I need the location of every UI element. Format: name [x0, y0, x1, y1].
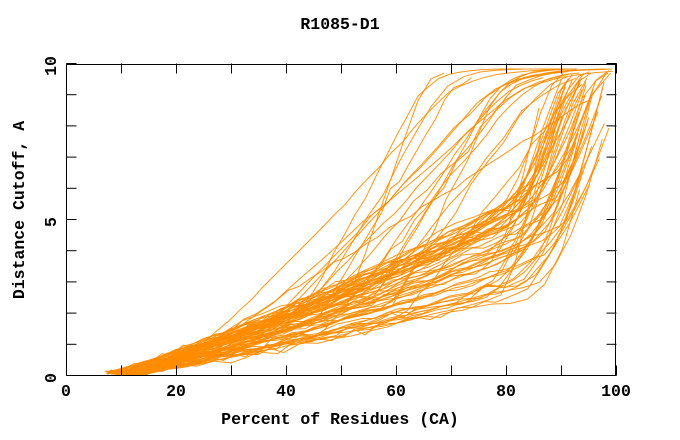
svg-text:100: 100 [601, 382, 631, 401]
svg-text:0: 0 [42, 373, 61, 383]
svg-text:20: 20 [166, 382, 186, 401]
svg-text:80: 80 [496, 382, 516, 401]
svg-text:5: 5 [42, 217, 61, 227]
svg-text:40: 40 [276, 382, 296, 401]
svg-text:60: 60 [386, 382, 406, 401]
svg-text:0: 0 [61, 382, 71, 401]
svg-text:10: 10 [42, 56, 61, 76]
